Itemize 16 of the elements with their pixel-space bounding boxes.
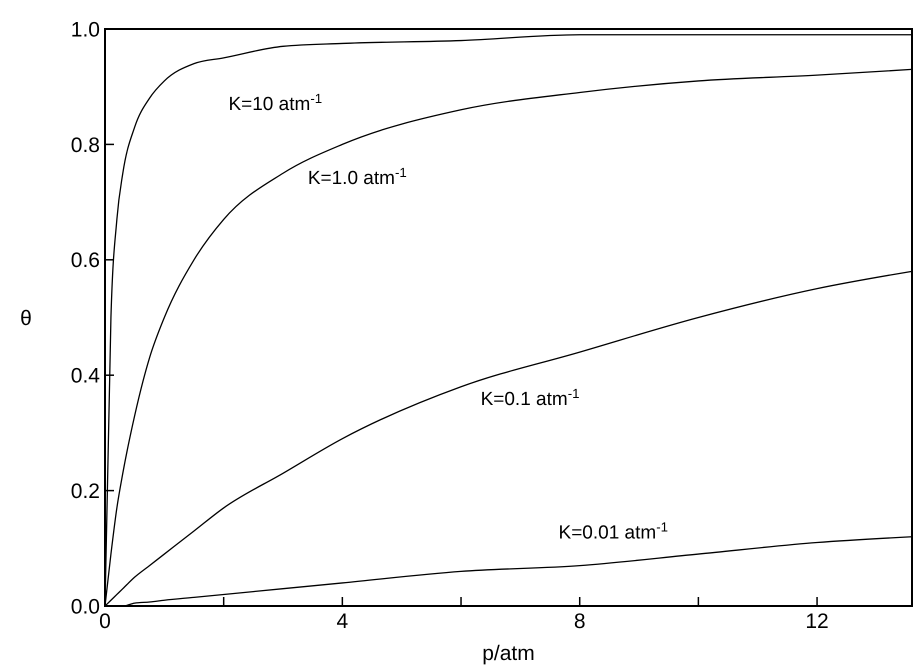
series-label: K=1.0 atm$^{-1}$ bbox=[308, 164, 407, 189]
y-tick-label: 1.0 bbox=[70, 18, 100, 42]
y-tick-label: 0.4 bbox=[70, 364, 100, 388]
y-tick-label: 0.8 bbox=[70, 134, 100, 157]
x-tick-label: 8 bbox=[574, 610, 586, 633]
x-tick-label: 12 bbox=[805, 610, 829, 633]
y-tick-label: 0.2 bbox=[70, 480, 100, 503]
x-tick-label: 0 bbox=[99, 610, 111, 633]
y-axis-title: θ bbox=[20, 306, 32, 330]
y-tick-label: 0.6 bbox=[70, 249, 100, 272]
series-label: K=0.1 atm$^{-1}$ bbox=[480, 385, 580, 410]
series-label: K=10 atm$^{-1}$ bbox=[228, 90, 322, 115]
x-axis-title: p/atm bbox=[482, 642, 535, 665]
series-label: K=0.01 atm$^{-1}$ bbox=[558, 519, 668, 544]
x-tick-label: 4 bbox=[336, 610, 349, 633]
y-tick-label: 0.0 bbox=[70, 595, 100, 618]
